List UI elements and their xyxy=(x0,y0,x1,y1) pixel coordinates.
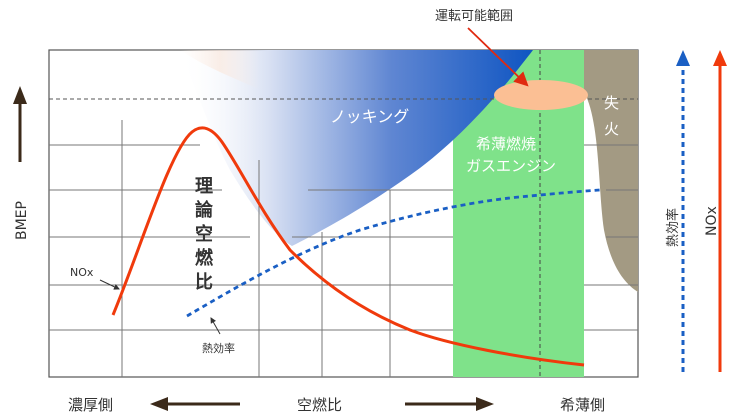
stoich-char: 燃 xyxy=(195,247,214,269)
operating-range-pointer xyxy=(467,27,529,87)
x-axis-lean-label: 希薄側 xyxy=(560,396,605,414)
nox-curve-label: NOx xyxy=(70,266,94,279)
lean-engine-label-line2: ガスエンジン xyxy=(466,157,556,175)
x-axis-right-arrow-icon xyxy=(476,397,494,411)
operating-range-oval xyxy=(494,80,588,110)
lean-engine-label-line1: 希薄燃焼 xyxy=(476,135,536,153)
knocking-label: ノッキング xyxy=(330,107,409,126)
stoich-char: 論 xyxy=(195,199,214,221)
efficiency-up-arrow-icon xyxy=(676,50,690,66)
stoich-char: 比 xyxy=(195,272,213,293)
y-axis-arrow-icon xyxy=(13,86,27,104)
misfire-label-2: 火 xyxy=(604,120,619,138)
nox-axis-label: NOx xyxy=(704,206,720,236)
operating-range-label: 運転可能範囲 xyxy=(435,9,513,24)
x-axis-rich-label: 濃厚側 xyxy=(68,396,113,414)
nox-label-pointer xyxy=(99,279,120,290)
x-axis-label: 空燃比 xyxy=(297,396,342,414)
stoich-label: 理 論 空 燃 比 xyxy=(195,176,214,293)
y-axis-label: BMEP xyxy=(14,201,30,240)
efficiency-curve xyxy=(186,188,601,318)
misfire-zone xyxy=(584,50,638,292)
misfire-label-1: 失 xyxy=(604,94,619,112)
nox-curve xyxy=(111,126,585,367)
stoich-char: 空 xyxy=(195,223,213,245)
efficiency-label-pointer xyxy=(210,317,221,335)
stoich-char: 理 xyxy=(195,176,213,197)
efficiency-curve-label: 熱効率 xyxy=(202,341,235,355)
x-axis-left-arrow-icon xyxy=(150,397,168,411)
nox-up-arrow-icon xyxy=(713,50,727,66)
efficiency-axis-label: 熱効率 xyxy=(665,208,681,247)
